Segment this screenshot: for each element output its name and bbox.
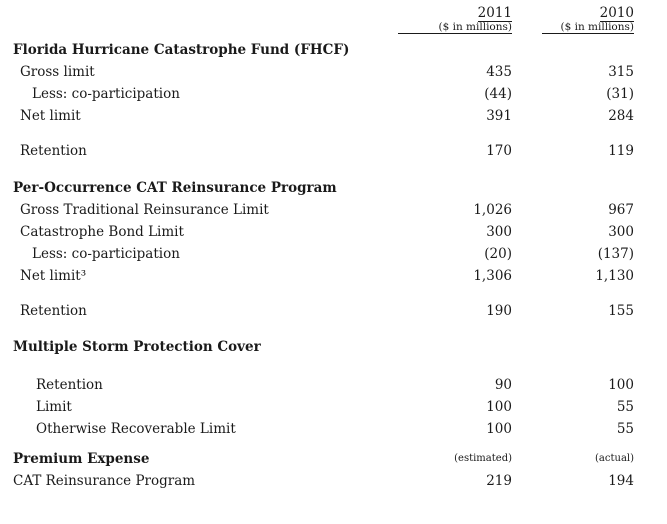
value-2010: 967 [608,202,634,218]
value-2011: 1,306 [473,268,512,284]
value-2011: 300 [486,224,512,240]
row-label: Retention [36,377,103,393]
table-row: Less: co-participation (20) (137) [0,243,667,265]
table-header-years: 2011 2010 [0,6,667,22]
value-2011: (20) [484,246,512,262]
value-2011: 100 [486,421,512,437]
table-row: Catastrophe Bond Limit 300 300 [0,221,667,243]
value-note-2011: (estimated) [454,453,512,464]
value-2010: (137) [597,246,634,262]
header-label-spacer [0,21,398,34]
value-2010: 55 [616,421,634,437]
value-2010: 155 [608,303,634,319]
table-row: Otherwise Recoverable Limit 100 55 [0,418,667,440]
column-header-2010: 2010 [542,6,634,22]
row-label: CAT Reinsurance Program [13,473,196,489]
unit-2011-label: ($ in millions) [398,21,512,34]
row-label: Gross Traditional Reinsurance Limit [20,202,269,218]
section-header-row: Per-Occurrence CAT Reinsurance Program [0,177,667,199]
value-2010: 284 [608,108,634,124]
row-label: Catastrophe Bond Limit [20,224,184,240]
value-2010: 300 [608,224,634,240]
unit-2010-label: ($ in millions) [542,21,634,34]
column-header-2011: 2011 [398,6,512,22]
header-label-spacer [0,6,398,22]
value-2011: 435 [486,64,512,80]
table-row: Gross Traditional Reinsurance Limit 1,02… [0,199,667,221]
year-2011-label: 2011 [477,5,512,22]
table-row: Net limit 391 284 [0,105,667,127]
section-title: Premium Expense [13,451,150,467]
table-row: CAT Reinsurance Program 219 194 [0,470,667,492]
row-label: Gross limit [20,64,95,80]
table-row: Net limit³ 1,306 1,130 [0,265,667,287]
value-2011: (44) [484,86,512,102]
value-2011: 219 [486,473,512,489]
row-label: Net limit [20,108,81,124]
value-2010: 55 [616,399,634,415]
row-label: Otherwise Recoverable Limit [36,421,236,437]
value-2011: 90 [494,377,512,393]
section-title: Multiple Storm Protection Cover [13,339,261,355]
table-header-units: ($ in millions) ($ in millions) [0,21,667,34]
section-header-row: Multiple Storm Protection Cover [0,336,667,358]
section-title: Florida Hurricane Catastrophe Fund (FHCF… [13,42,350,58]
value-note-2010: (actual) [595,453,634,464]
row-label: Limit [36,399,72,415]
table-row: Less: co-participation (44) (31) [0,83,667,105]
value-2011: 190 [486,303,512,319]
value-2010: 1,130 [595,268,634,284]
section-title: Per-Occurrence CAT Reinsurance Program [13,180,337,196]
section-header-row: Florida Hurricane Catastrophe Fund (FHCF… [0,39,667,61]
table-row: Retention 190 155 [0,300,667,322]
value-2011: 391 [486,108,512,124]
table-row: Retention 90 100 [0,374,667,396]
table-row: Gross limit 435 315 [0,61,667,83]
value-2011: 170 [486,143,512,159]
value-2011: 1,026 [473,202,512,218]
table-row: Limit 100 55 [0,396,667,418]
year-2010-label: 2010 [599,5,634,22]
value-2010: (31) [606,86,634,102]
table-row: Retention 170 119 [0,140,667,162]
value-2010: 194 [608,473,634,489]
row-label: Retention [20,143,87,159]
section-header-row: Premium Expense (estimated) (actual) [0,448,667,470]
value-2010: 315 [608,64,634,80]
value-2010: 100 [608,377,634,393]
value-2011: 100 [486,399,512,415]
row-label: Retention [20,303,87,319]
row-label: Net limit³ [20,268,87,284]
value-2010: 119 [608,143,634,159]
row-label: Less: co-participation [32,246,180,262]
row-label: Less: co-participation [32,86,180,102]
